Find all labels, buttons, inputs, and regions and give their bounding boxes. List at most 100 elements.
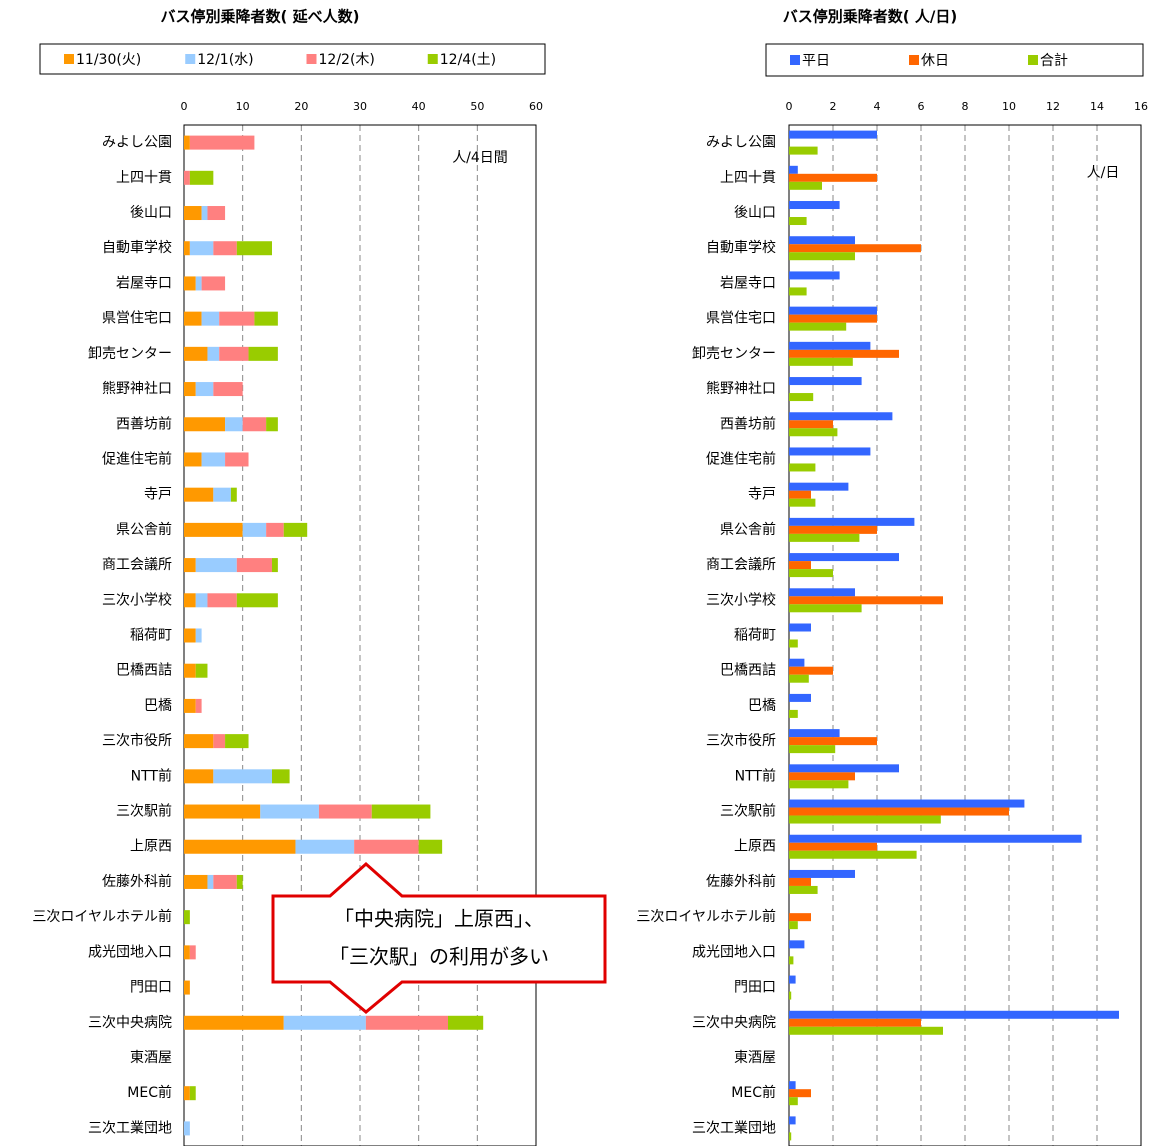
bar-segment	[195, 558, 237, 573]
bar	[789, 764, 899, 773]
category-label: 巴橋	[144, 698, 172, 714]
category-label: 稲荷町	[734, 628, 776, 644]
bar-segment	[184, 839, 296, 854]
bar-segment	[184, 135, 190, 150]
category-label: 岩屋寺口	[720, 275, 776, 291]
bar	[789, 146, 818, 155]
bar	[789, 420, 833, 429]
x-tick-label: 8	[962, 100, 969, 113]
bar	[789, 745, 836, 754]
category-label: 上四十貫	[116, 170, 172, 186]
bar-segment	[207, 593, 237, 608]
bar-segment	[371, 804, 431, 819]
bar	[789, 1089, 811, 1098]
bar	[789, 428, 838, 437]
x-tick-label: 10	[236, 100, 250, 113]
category-label: 成光団地入口	[692, 944, 776, 960]
bar	[789, 525, 877, 534]
bar	[789, 877, 811, 886]
category-label: 後山口	[734, 205, 776, 221]
bar-segment	[448, 1015, 484, 1030]
bar-segment	[236, 241, 272, 256]
bar-segment	[184, 311, 202, 326]
legend-label: 休日	[921, 53, 949, 69]
bar	[789, 869, 855, 878]
bar	[789, 693, 811, 702]
bar-segment	[184, 769, 214, 784]
bar-segment	[230, 487, 237, 502]
legend-label: 12/1(水)	[197, 52, 253, 68]
bar-segment	[242, 522, 267, 537]
bar-segment	[189, 241, 214, 256]
category-label: MEC前	[127, 1084, 172, 1101]
category-label: 三次小学校	[706, 591, 776, 608]
bar	[789, 913, 811, 922]
bar	[789, 1010, 1119, 1019]
bar	[789, 1097, 798, 1106]
legend-swatch	[1028, 55, 1038, 65]
legend-box	[765, 43, 1144, 77]
category-label: 三次駅前	[116, 803, 172, 820]
category-label: 成光団地入口	[88, 944, 172, 960]
bar-segment	[184, 628, 196, 643]
bar-segment	[201, 206, 208, 221]
bar-segment	[254, 311, 278, 326]
bar-segment	[184, 698, 196, 713]
bar	[789, 498, 816, 507]
category-label: 佐藤外科前	[102, 873, 172, 890]
bar-segment	[184, 874, 208, 889]
bar	[789, 1081, 796, 1090]
bar	[789, 956, 794, 965]
bar-segment	[213, 874, 237, 889]
bar	[789, 674, 809, 683]
bar-segment	[201, 452, 226, 467]
bar-segment	[195, 663, 208, 678]
category-label: NTT前	[735, 767, 776, 784]
bar	[789, 799, 1025, 808]
bar	[789, 561, 811, 570]
x-tick-label: 6	[918, 100, 925, 113]
bar-segment	[219, 311, 255, 326]
category-label: 三次小学校	[102, 591, 172, 608]
bar-segment	[225, 452, 249, 467]
bar	[789, 165, 798, 174]
bar	[789, 287, 807, 296]
bar-segment	[189, 170, 214, 185]
bar-segment	[365, 1015, 448, 1030]
legend-label: 11/30(火)	[76, 52, 141, 68]
bar-segment	[201, 311, 220, 326]
legend-swatch	[306, 54, 317, 64]
bar	[789, 349, 899, 358]
bar	[789, 181, 822, 190]
category-label: 巴橋西詰	[720, 663, 776, 679]
bar	[789, 639, 798, 648]
category-label: 自動車学校	[706, 239, 776, 256]
category-label: 稲荷町	[130, 628, 172, 644]
bar-segment	[207, 874, 214, 889]
callout-box	[271, 861, 607, 1014]
bar-segment	[184, 980, 190, 995]
legend-swatch	[909, 55, 919, 65]
bar-segment	[225, 417, 243, 432]
bar-segment	[189, 1086, 196, 1101]
bar	[789, 130, 877, 139]
x-tick-label: 2	[830, 100, 837, 113]
category-label: 後山口	[130, 205, 172, 221]
x-tick-label: 4	[874, 100, 881, 113]
category-label: 西善坊前	[720, 415, 776, 432]
legend-label: 12/2(木)	[319, 52, 375, 68]
bar-segment	[318, 804, 372, 819]
bar-segment	[260, 804, 319, 819]
bar-segment	[213, 769, 272, 784]
bar-segment	[189, 945, 196, 960]
legend-label: 平日	[802, 53, 830, 69]
category-label: 熊野神社口	[706, 381, 776, 397]
x-tick-label: 50	[470, 100, 484, 113]
bar	[789, 533, 860, 542]
category-label: 商工会議所	[706, 556, 776, 573]
bar	[789, 306, 877, 315]
category-label: 寺戸	[748, 487, 776, 503]
bar-segment	[184, 382, 196, 397]
category-label: 岩屋寺口	[116, 275, 172, 291]
